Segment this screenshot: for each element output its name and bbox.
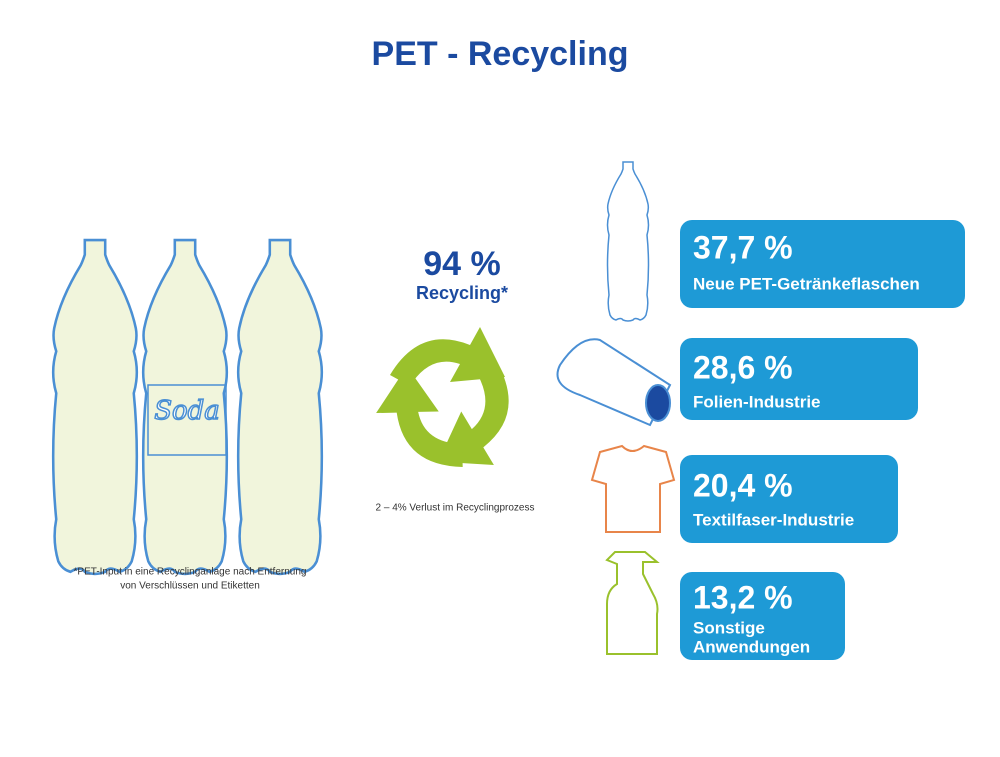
loss-note: 2 – 4% Verlust im Recyclingprozess: [376, 503, 535, 514]
output-value: 20,4 %: [693, 467, 793, 503]
footnote: *PET-Input in eine Recyclinganlage nach …: [74, 567, 307, 578]
outputs: 37,7 % Neue PET-Getränkeflaschen 28,6 % …: [680, 220, 965, 660]
output-box: [680, 455, 898, 543]
input-bottles: [51, 238, 324, 576]
title: PET - Recycling: [372, 35, 629, 73]
footnote: von Verschlüssen und Etiketten: [120, 581, 260, 592]
bottle-label: Soda: [154, 396, 220, 426]
output-box: [680, 572, 845, 660]
output-value: 28,6 %: [693, 349, 793, 385]
output-label: Sonstige: [693, 618, 765, 637]
output-box: [680, 338, 918, 420]
output-label: Folien-Industrie: [693, 392, 821, 411]
recycling-label: Recycling*: [416, 283, 508, 303]
recycle-symbol: [363, 327, 539, 491]
output-label: Anwendungen: [693, 637, 810, 656]
output-value: 37,7 %: [693, 229, 793, 265]
output-label: Neue PET-Getränkeflaschen: [693, 274, 920, 293]
output-label: Textilfaser-Industrie: [693, 510, 854, 529]
output-box: [680, 220, 965, 308]
output-value: 13,2 %: [693, 579, 793, 615]
recycling-value: 94 %: [423, 245, 501, 283]
output-icons: [556, 161, 676, 655]
